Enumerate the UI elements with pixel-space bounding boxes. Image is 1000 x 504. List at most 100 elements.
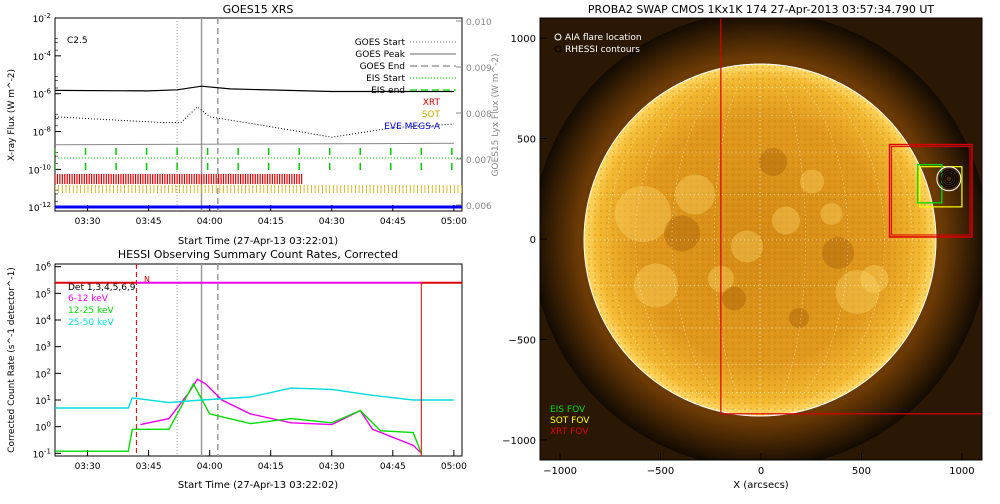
legend-label-eis-fov: EIS FOV [550,405,586,415]
hessi-plot-area [55,264,462,456]
swap-x-axis-label: X (arcsecs) [733,480,789,491]
legend-label-goes-peak: GOES Peak [355,50,405,60]
y-tick-label: 102 [35,367,51,380]
goes-y-axis-label-right: GOES15 Lyx Flux (W m^-2) [491,53,501,176]
legend-label-rhessi-contours: RHESSI contours [565,45,640,55]
flare-markers [936,166,962,192]
x-tick-label: 03:30 [75,462,101,472]
heliographic-grid [584,63,936,417]
instrument-timeline [55,148,462,209]
swap-legend-top: AIA flare location RHESSI contours [554,33,642,55]
legend-label-25-50-kev: 25-50 keV [68,318,114,328]
longitude-line [714,63,761,417]
longitude-line [759,63,806,417]
x-tick-label: −500 [647,466,674,477]
bright-region [835,270,880,314]
bright-region [675,174,715,215]
bright-region [800,169,824,194]
active-regions [615,148,889,328]
dark-region [664,215,700,252]
y-right-tick-label: 0.010 [466,18,492,28]
goes-y-ticks: 10-12 10-10 10-8 10-6 10-4 10-2 [28,12,61,214]
bright-region [820,203,843,225]
swap-title: PROBA2 SWAP CMOS 1Kx1K 174 27-Apr-2013 0… [588,3,935,16]
legend-label-sot: SOT [422,110,441,120]
limb-circle [583,63,937,417]
x-tick-label: 0 [758,466,764,477]
y-right-tick-label: 0.006 [466,202,492,212]
y-tick-label: 103 [35,341,51,354]
y-tick-label: −500 [509,335,536,346]
sot-fov [919,166,963,208]
x-tick-label: 04:15 [258,462,284,472]
aia-flare-location [936,166,962,192]
x-tick-label: 03:30 [75,217,101,227]
rhessi-contour [943,173,955,185]
y-tick-label: 0 [530,235,536,246]
y-tick-label: 10-2 [33,12,51,25]
hessi-event-lines [176,264,219,456]
bright-region [634,263,678,308]
dark-region [722,286,746,311]
hessi-plot-frame [54,263,463,457]
goes-plot-area [55,18,462,211]
y-tick-label: 104 [35,314,51,327]
dark-region [822,237,854,269]
y-tick-label: 10-1 [33,447,51,460]
series-lyx [55,142,454,146]
y-tick-label: 10-12 [28,201,51,214]
detector-label: Det 1,3,4,5,6,9 [68,283,136,293]
rhessi-contour [945,175,953,183]
goes-x-axis-label: Start Time (27-Apr-13 03:22:01) [178,236,338,247]
x-tick-label: 05:00 [441,462,467,472]
hessi-y-ticks: 10-1 100 101 102 103 104 105 106 [33,261,61,460]
swap-image [540,18,982,460]
legend-label-xrt: XRT [423,98,441,108]
y-tick-label: 106 [35,261,51,274]
dark-region [759,148,787,176]
legend-label-eis-start: EIS Start [366,74,405,84]
legend-label-xrt-fov: XRT FOV [550,427,589,437]
goes-title: GOES15 XRS [223,3,294,16]
x-tick-label: 1000 [949,466,974,477]
bright-region [615,186,671,242]
legend-label-eis-end: EIS end [371,86,405,96]
y-right-tick-label: 0.009 [466,64,492,74]
hessi-series [55,378,454,454]
series-25-50-kev [55,387,454,409]
flare-class-label: C2.5 [67,36,88,46]
x-tick-label: 04:00 [197,217,223,227]
x-tick-label: 04:45 [380,462,406,472]
y-tick-label: 1000 [511,34,536,45]
xrt-large-fov [720,18,982,415]
x-tick-label: 04:45 [380,217,406,227]
y-tick-label: −1000 [502,436,536,447]
xrt-fov [888,143,973,238]
legend-label-goes-end: GOES End [360,62,405,72]
y-tick-label: 10-6 [33,88,52,101]
rhessi-contour [941,171,957,187]
x-tick-label: 04:00 [197,462,223,472]
x-tick-label: −1000 [543,466,577,477]
y-right-tick-label: 0.007 [466,156,492,166]
series-1-8-a [55,85,454,93]
legend-label-eve-megs-a: EVE MEGS-A [384,122,441,132]
bright-region [772,206,800,235]
bright-region [860,265,889,293]
legend-circle-icon [554,45,562,53]
goes-panel: GOES15 XRS 10-12 10-10 10-8 10-6 10-4 10-2 0.… [7,3,501,247]
x-tick-label: 05:00 [441,217,467,227]
legend-label-12-25-kev: 12-25 keV [68,306,114,316]
hessi-x-ticks: 03:30 03:45 04:00 04:15 04:30 04:45 05:00 [75,450,467,472]
goes-legend: GOES Start GOES Peak GOES End EIS Start EIS … [355,38,456,132]
goes-y-axis-label: X-ray Flux (W m^-2) [7,69,17,161]
y-tick-label: 10-8 [33,126,51,139]
legend-circle-icon [554,33,562,41]
x-tick-label: 04:15 [258,217,284,227]
hessi-legend: 6-12 keV 12-25 keV 25-50 keV [68,294,114,328]
hessi-n-marker: N [144,275,150,284]
legend-label-sot-fov: SOT FOV [550,416,590,426]
